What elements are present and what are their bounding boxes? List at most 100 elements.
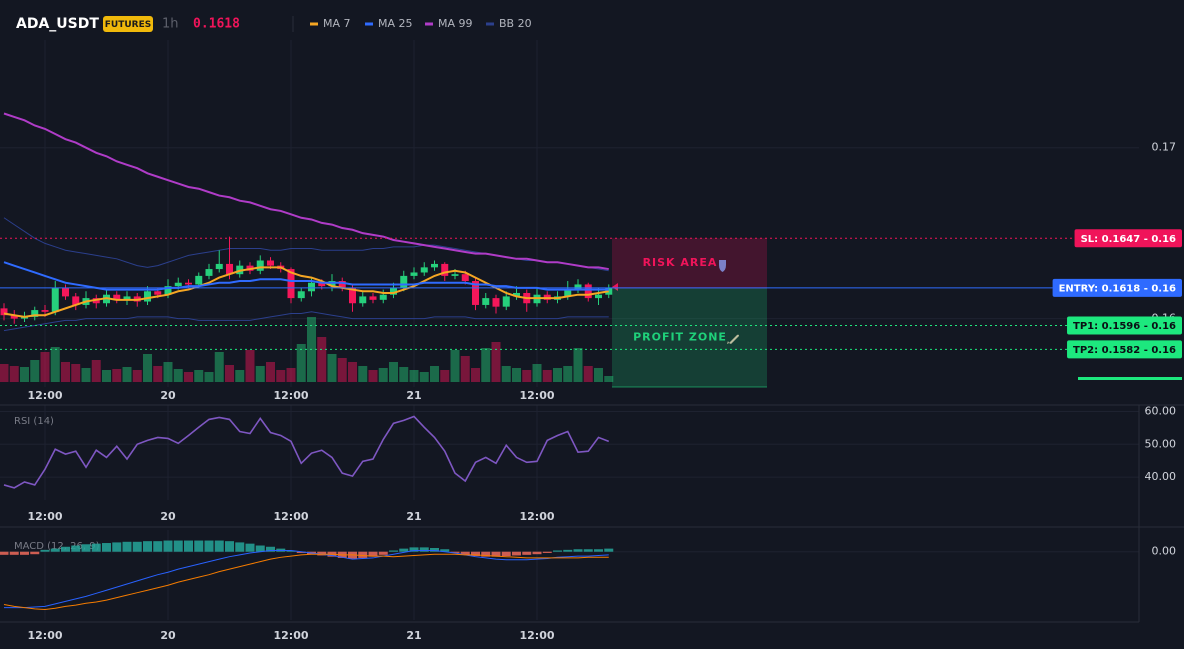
macd-histogram-bar bbox=[501, 551, 511, 557]
candle-body bbox=[215, 263, 223, 270]
macd-histogram-bar bbox=[419, 547, 429, 552]
candle-body bbox=[379, 294, 387, 300]
volume-bar bbox=[50, 347, 60, 382]
volume-bar bbox=[583, 366, 593, 382]
volume-bar bbox=[389, 362, 398, 382]
volume-bar bbox=[522, 370, 532, 382]
macd-histogram-bar bbox=[317, 551, 327, 556]
macd-histogram-bar bbox=[604, 548, 614, 552]
candle-body bbox=[267, 260, 274, 266]
volume-bar bbox=[337, 358, 347, 382]
macd-histogram-bar bbox=[112, 542, 122, 552]
symbol[interactable]: ADA_USDT bbox=[16, 16, 99, 32]
rocket-icon bbox=[727, 334, 739, 344]
candle-body bbox=[390, 287, 397, 295]
macd-histogram-bar bbox=[122, 541, 132, 552]
macd-histogram-bar bbox=[399, 548, 409, 552]
candle-body bbox=[564, 289, 572, 297]
candle-body bbox=[595, 294, 602, 299]
volume-bar bbox=[450, 350, 460, 382]
candle-body bbox=[113, 294, 121, 300]
macd-histogram-bar bbox=[173, 540, 183, 552]
volume-bar bbox=[30, 360, 40, 382]
macd-histogram-bar bbox=[194, 540, 204, 552]
volume-bar bbox=[91, 360, 101, 382]
volume-bar bbox=[296, 344, 306, 382]
macd-histogram-bar bbox=[491, 551, 501, 557]
candle-body bbox=[400, 275, 408, 288]
candle-body bbox=[195, 275, 203, 285]
macd-histogram-bar bbox=[235, 542, 245, 552]
macd-histogram-bar bbox=[163, 540, 173, 552]
volume-bar bbox=[512, 368, 521, 382]
macd-histogram-bar bbox=[409, 547, 419, 552]
volume-bar bbox=[604, 376, 614, 382]
candle-body bbox=[164, 286, 172, 295]
macd-histogram-bar bbox=[9, 551, 19, 555]
volume-bar bbox=[378, 368, 388, 382]
candle-body bbox=[123, 296, 131, 300]
interval[interactable]: 1h bbox=[162, 17, 179, 32]
x-tick-label: 12:00 bbox=[27, 389, 62, 402]
candle-body bbox=[144, 291, 151, 302]
macd-histogram-bar bbox=[225, 541, 234, 552]
candle-body bbox=[226, 263, 233, 275]
x-tick-label: 21 bbox=[406, 510, 421, 523]
y-tick-label: 50.00 bbox=[1145, 437, 1177, 450]
macd-histogram-bar bbox=[450, 551, 460, 553]
macd-histogram-bar bbox=[358, 551, 368, 558]
macd-histogram-bar bbox=[286, 550, 296, 552]
x-tick-label: 12:00 bbox=[273, 629, 308, 642]
volume-bar bbox=[430, 366, 439, 382]
volume-bar bbox=[327, 354, 337, 382]
volume-bar bbox=[0, 364, 9, 382]
volume-bar bbox=[255, 366, 265, 382]
legend-label: MA 25 bbox=[378, 17, 413, 30]
x-tick-label: 20 bbox=[160, 629, 176, 642]
macd-histogram-bar bbox=[563, 549, 573, 552]
macd-histogram-bar bbox=[184, 540, 193, 552]
bb-lower bbox=[3, 311, 609, 332]
panel-title: RSI (14) bbox=[14, 416, 54, 427]
volume-bar bbox=[276, 370, 286, 382]
volume-bar bbox=[266, 362, 275, 382]
candle-body bbox=[605, 287, 613, 295]
rsi-line bbox=[3, 415, 610, 489]
badge-bg bbox=[103, 16, 153, 32]
macd-histogram-bar bbox=[81, 544, 91, 552]
volume-bar bbox=[194, 370, 204, 382]
volume-bar bbox=[204, 372, 214, 382]
volume-bar bbox=[460, 356, 470, 382]
candle-body bbox=[174, 282, 182, 287]
candle-body bbox=[31, 310, 39, 317]
candle-body bbox=[185, 282, 192, 285]
x-tick-label: 12:00 bbox=[27, 629, 62, 642]
volume-bar bbox=[532, 364, 542, 382]
volume-bar bbox=[368, 370, 378, 382]
macd-histogram-bar bbox=[30, 551, 40, 555]
volume-bar bbox=[40, 352, 50, 382]
signal-line bbox=[3, 553, 609, 610]
y-tick-label: 0.00 bbox=[1152, 545, 1177, 558]
macd-histogram-bar bbox=[40, 549, 50, 552]
candle-body bbox=[472, 281, 479, 305]
moving-average bbox=[3, 112, 609, 271]
level-label: TP2: 0.1582 - 0.16 bbox=[1073, 345, 1176, 356]
candle-body bbox=[51, 287, 59, 312]
volume-bar bbox=[122, 367, 132, 382]
volume-bar bbox=[419, 372, 429, 382]
volume-bar bbox=[153, 366, 163, 382]
candle-body bbox=[420, 267, 428, 273]
volume-bar bbox=[184, 372, 193, 382]
x-tick-label: 12:00 bbox=[519, 389, 554, 402]
legend-label: MA 99 bbox=[438, 17, 473, 30]
candle-body bbox=[492, 298, 500, 307]
macd-histogram-bar bbox=[50, 548, 60, 552]
volume-bar bbox=[173, 369, 183, 382]
macd-histogram-bar bbox=[460, 551, 470, 555]
volume-bar bbox=[501, 366, 511, 382]
candle-body bbox=[10, 315, 18, 319]
x-tick-label: 12:00 bbox=[273, 510, 308, 523]
macd-line bbox=[4, 549, 609, 609]
